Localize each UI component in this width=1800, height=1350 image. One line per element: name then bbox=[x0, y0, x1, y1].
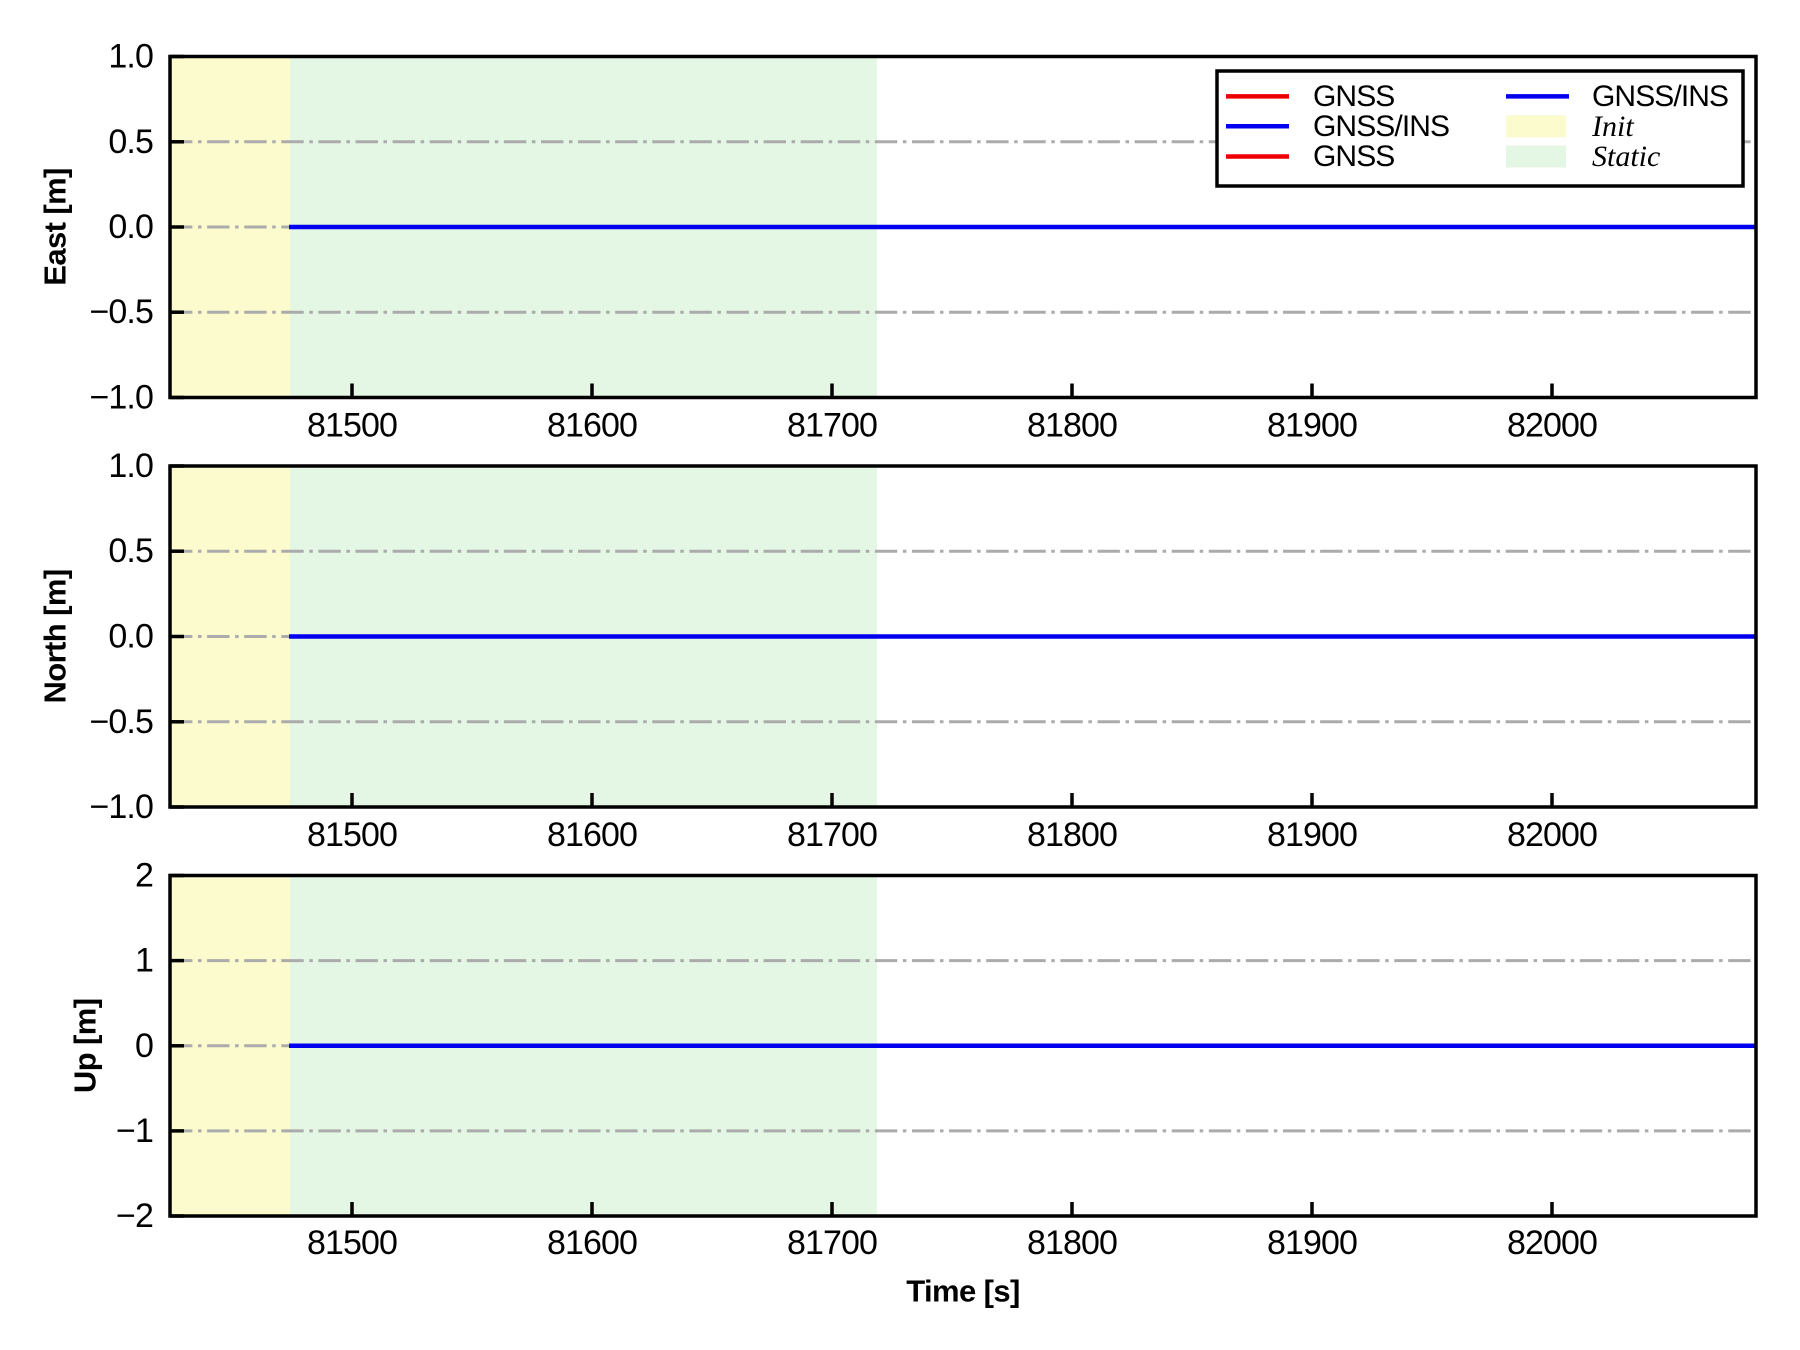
svg-text:82000: 82000 bbox=[1507, 407, 1597, 445]
svg-text:−0.5: −0.5 bbox=[89, 703, 153, 741]
svg-text:North [m]: North [m] bbox=[38, 569, 73, 703]
svg-text:0.5: 0.5 bbox=[108, 123, 153, 161]
svg-text:East [m]: East [m] bbox=[38, 168, 73, 286]
svg-text:1: 1 bbox=[135, 942, 153, 980]
svg-text:−1: −1 bbox=[116, 1112, 153, 1150]
svg-text:0: 0 bbox=[135, 1027, 153, 1065]
svg-text:0.5: 0.5 bbox=[108, 532, 153, 570]
svg-text:1.0: 1.0 bbox=[108, 38, 153, 76]
svg-text:2: 2 bbox=[135, 857, 153, 895]
svg-text:81900: 81900 bbox=[1267, 1224, 1357, 1262]
svg-text:81800: 81800 bbox=[1027, 1224, 1117, 1262]
svg-text:Time [s]: Time [s] bbox=[906, 1274, 1020, 1309]
svg-text:Init: Init bbox=[1591, 110, 1634, 143]
svg-text:81700: 81700 bbox=[787, 1224, 877, 1262]
svg-text:−1.0: −1.0 bbox=[89, 379, 153, 417]
svg-text:82000: 82000 bbox=[1507, 816, 1597, 854]
svg-text:81800: 81800 bbox=[1027, 407, 1117, 445]
svg-text:GNSS/INS: GNSS/INS bbox=[1313, 110, 1449, 143]
svg-text:−1.0: −1.0 bbox=[89, 788, 153, 826]
svg-text:GNSS: GNSS bbox=[1313, 80, 1394, 113]
svg-text:81800: 81800 bbox=[1027, 816, 1117, 854]
svg-text:GNSS: GNSS bbox=[1313, 140, 1394, 173]
svg-text:−2: −2 bbox=[116, 1197, 153, 1235]
svg-text:81900: 81900 bbox=[1267, 407, 1357, 445]
svg-text:0.0: 0.0 bbox=[108, 618, 153, 656]
svg-text:−0.5: −0.5 bbox=[89, 293, 153, 331]
svg-text:Static: Static bbox=[1592, 140, 1660, 173]
svg-text:81600: 81600 bbox=[547, 816, 637, 854]
svg-text:Up [m]: Up [m] bbox=[68, 999, 103, 1094]
svg-text:81700: 81700 bbox=[787, 407, 877, 445]
svg-text:81600: 81600 bbox=[547, 407, 637, 445]
svg-text:81700: 81700 bbox=[787, 816, 877, 854]
svg-text:GNSS/INS: GNSS/INS bbox=[1592, 80, 1728, 113]
svg-text:81500: 81500 bbox=[307, 407, 397, 445]
svg-text:82000: 82000 bbox=[1507, 1224, 1597, 1262]
svg-text:81600: 81600 bbox=[547, 1224, 637, 1262]
svg-text:81500: 81500 bbox=[307, 1224, 397, 1262]
svg-text:81900: 81900 bbox=[1267, 816, 1357, 854]
svg-text:0.0: 0.0 bbox=[108, 208, 153, 246]
svg-text:1.0: 1.0 bbox=[108, 447, 153, 485]
svg-text:81500: 81500 bbox=[307, 816, 397, 854]
